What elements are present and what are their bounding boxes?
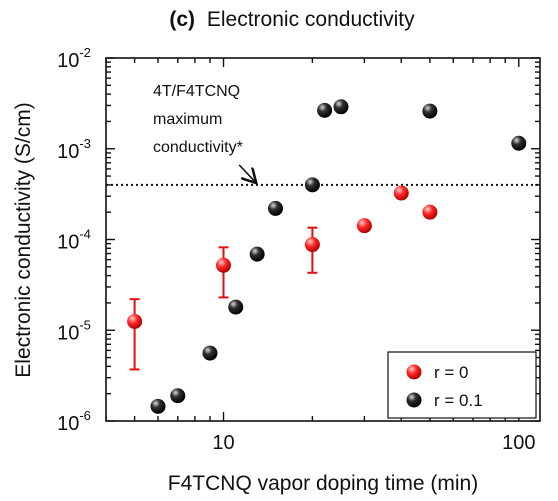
data-point-r01: [333, 99, 349, 115]
y-tick-label: 10-2: [57, 45, 91, 72]
y-tick-label: 10-3: [57, 136, 91, 163]
legend: r = 0 r = 0.1: [387, 351, 537, 419]
data-point-r01: [228, 299, 244, 315]
annotation-line-3: conductivity*: [153, 139, 243, 156]
annotation-line-2: maximum: [153, 111, 222, 128]
x-tick-label: 100: [502, 432, 535, 454]
legend-label-r01: r = 0.1: [434, 391, 483, 410]
panel-label: (c): [169, 8, 195, 31]
data-point-r01: [202, 345, 218, 361]
legend-box: [387, 351, 537, 419]
y-tick-label: 10-5: [57, 317, 91, 344]
data-point-r0: [422, 204, 438, 220]
x-tick-label: 10: [212, 432, 234, 454]
data-point-r0: [356, 218, 372, 234]
data-point-r01: [304, 177, 320, 193]
data-point-r0: [393, 185, 409, 201]
data-point-r01: [150, 398, 166, 414]
y-axis-title: Electronic conductivity (S/cm): [12, 102, 35, 377]
data-point-r01: [422, 103, 438, 119]
annotation-line-1: 4T/F4TCNQ: [153, 83, 240, 100]
legend-marker-r0: [406, 364, 422, 380]
data-point-r01: [267, 200, 283, 216]
x-axis-title: F4TCNQ vapor doping time (min): [168, 472, 478, 495]
chart-title: (c) Electronic conductivity: [169, 8, 415, 31]
y-tick-label: 10-4: [57, 227, 91, 254]
data-point-r01: [317, 102, 333, 118]
data-point-r0: [304, 237, 320, 253]
annotation: 4T/F4TCNQ maximum conductivity*: [153, 83, 255, 182]
y-tick-label: 10-6: [57, 408, 91, 435]
annotation-arrow: [238, 164, 255, 182]
chart-title-text: Electronic conductivity: [207, 8, 415, 31]
data-point-r01: [249, 246, 265, 262]
data-point-r01: [511, 135, 527, 151]
data-point-r0: [216, 257, 232, 273]
data-point-r01: [170, 388, 186, 404]
legend-label-r0: r = 0: [434, 363, 469, 382]
data-point-r0: [127, 313, 143, 329]
legend-marker-r01: [406, 392, 422, 408]
